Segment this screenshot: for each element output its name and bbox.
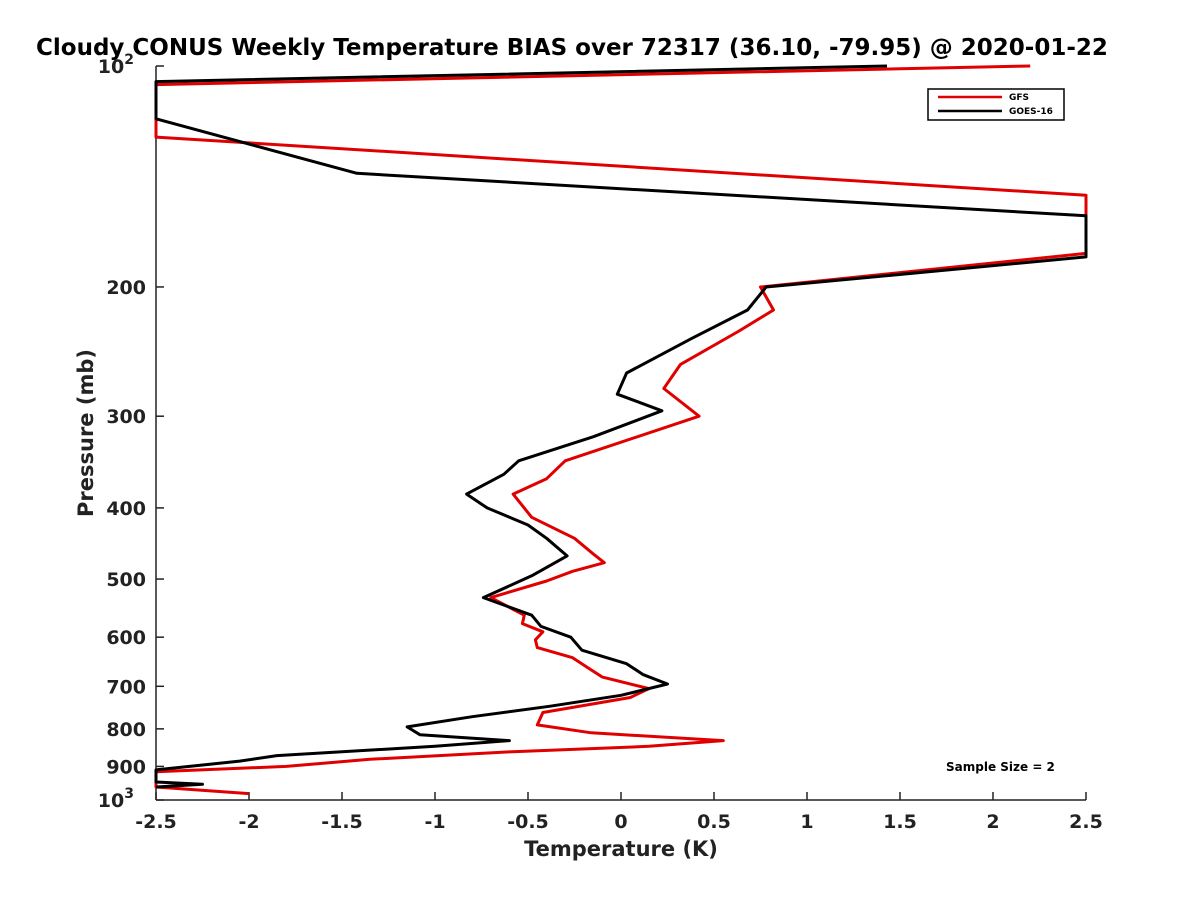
sample-size-annotation: Sample Size = 2 xyxy=(946,760,1055,774)
legend-box xyxy=(927,88,1065,121)
plot-area: -2.5 -2 -1.5 -1 -0.5 0 0.5 1 1.5 2 2.5 102 200 300 40… xyxy=(98,52,1103,833)
x-tick-label: -1.5 xyxy=(321,811,363,833)
series-group xyxy=(154,64,1088,796)
y-tick-label: 102 xyxy=(98,52,134,78)
legend-label-goes-16: GOES-16 xyxy=(1009,107,1053,117)
x-tick-label: -2 xyxy=(238,811,259,833)
x-tick-label: 1 xyxy=(800,811,813,833)
series-line-gfs xyxy=(154,64,1088,796)
x-tick-label: -1 xyxy=(424,811,445,833)
x-axis-ticks: -2.5 -2 -1.5 -1 -0.5 0 0.5 1 1.5 2 2.5 xyxy=(135,792,1103,833)
y-tick-label: 600 xyxy=(106,627,146,649)
legend: GFS GOES-16 xyxy=(927,88,1065,121)
legend-label-gfs: GFS xyxy=(1009,93,1029,103)
x-tick-label: -2.5 xyxy=(135,811,177,833)
y-tick-label: 200 xyxy=(106,277,146,299)
x-tick-label: 1.5 xyxy=(883,811,917,833)
y-axis-label: Pressure (mb) xyxy=(74,349,98,517)
y-axis-ticks: 102 200 300 400 500 600 700 800 900 103 xyxy=(98,52,164,812)
y-tick-label: 103 xyxy=(98,786,134,812)
y-tick-label: 700 xyxy=(106,676,146,698)
y-tick-label: 400 xyxy=(106,498,146,520)
y-tick-label: 900 xyxy=(106,756,146,778)
y-tick-label: 800 xyxy=(106,719,146,741)
x-tick-label: 2.5 xyxy=(1069,811,1103,833)
chart-title: Cloudy CONUS Weekly Temperature BIAS ove… xyxy=(36,35,1108,61)
series-line-goes-16 xyxy=(154,64,1088,789)
x-tick-label: 0 xyxy=(614,811,627,833)
x-tick-label: 2 xyxy=(986,811,999,833)
y-tick-label: 300 xyxy=(106,406,146,428)
x-tick-label: -0.5 xyxy=(507,811,549,833)
y-tick-label: 500 xyxy=(106,569,146,591)
x-tick-label: 0.5 xyxy=(697,811,731,833)
x-axis-label: Temperature (K) xyxy=(524,837,718,861)
